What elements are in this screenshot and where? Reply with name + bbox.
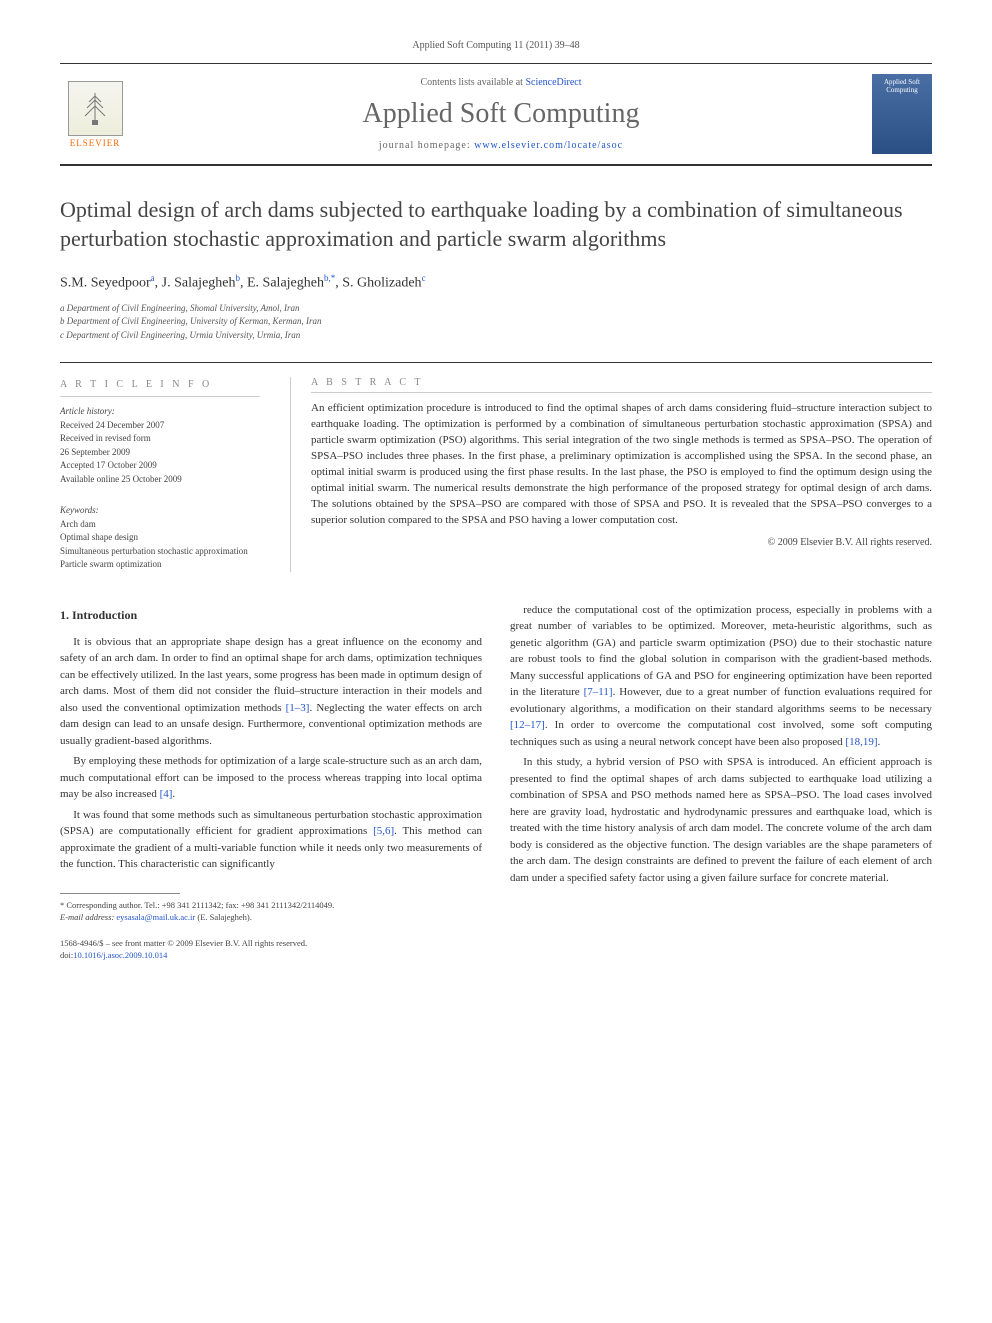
author-list: S.M. Seyedpoora, J. Salajeghehb, E. Sala… bbox=[60, 273, 932, 292]
keyword-2: Optimal shape design bbox=[60, 531, 260, 545]
article-title: Optimal design of arch dams subjected to… bbox=[60, 196, 932, 253]
affiliation-c: c Department of Civil Engineering, Urmia… bbox=[60, 329, 932, 343]
history-online: Available online 25 October 2009 bbox=[60, 473, 260, 487]
journal-name: Applied Soft Computing bbox=[130, 98, 872, 130]
email-line: E-mail address: eysasala@mail.uk.ac.ir (… bbox=[60, 912, 482, 924]
keyword-1: Arch dam bbox=[60, 518, 260, 532]
intro-para-5: In this study, a hybrid version of PSO w… bbox=[510, 754, 932, 886]
elsevier-wordmark: ELSEVIER bbox=[70, 138, 121, 148]
footnote-rule bbox=[60, 893, 180, 894]
contents-list-text: Contents lists available at bbox=[420, 77, 525, 88]
keywords-label: Keywords: bbox=[60, 504, 260, 518]
intro-para-1: It is obvious that an appropriate shape … bbox=[60, 634, 482, 750]
intro-para-4: reduce the computational cost of the opt… bbox=[510, 602, 932, 751]
masthead-center: Contents lists available at ScienceDirec… bbox=[130, 77, 872, 151]
ref-link[interactable]: [4] bbox=[160, 788, 173, 800]
history-label: Article history: bbox=[60, 405, 260, 419]
intro-para-2: By employing these methods for optimizat… bbox=[60, 753, 482, 803]
corresponding-author-note: * Corresponding author. Tel.: +98 341 21… bbox=[60, 900, 482, 912]
email-label: E-mail address: bbox=[60, 912, 116, 922]
footer-issn-line: 1568-4946/$ – see front matter © 2009 El… bbox=[60, 938, 482, 950]
keywords-block: Keywords: Arch dam Optimal shape design … bbox=[60, 504, 260, 572]
sciencedirect-link[interactable]: ScienceDirect bbox=[525, 77, 581, 88]
article-info-heading: A R T I C L E I N F O bbox=[60, 377, 260, 397]
contents-list-line: Contents lists available at ScienceDirec… bbox=[130, 77, 872, 88]
history-revised-date: 26 September 2009 bbox=[60, 446, 260, 460]
ref-link[interactable]: [1–3] bbox=[286, 702, 310, 714]
affiliation-b: b Department of Civil Engineering, Unive… bbox=[60, 315, 932, 329]
masthead: ELSEVIER Contents lists available at Sci… bbox=[60, 63, 932, 166]
abstract-copyright: © 2009 Elsevier B.V. All rights reserved… bbox=[311, 537, 932, 548]
history-accepted: Accepted 17 October 2009 bbox=[60, 459, 260, 473]
cover-thumbnail: Applied Soft Computing bbox=[872, 74, 932, 154]
intro-para-3: It was found that some methods such as s… bbox=[60, 807, 482, 873]
abstract-heading: A B S T R A C T bbox=[311, 377, 932, 393]
footer-doi-line: doi:10.1016/j.asoc.2009.10.014 bbox=[60, 950, 482, 962]
footnote-block: * Corresponding author. Tel.: +98 341 21… bbox=[60, 900, 482, 924]
article-info-column: A R T I C L E I N F O Article history: R… bbox=[60, 377, 260, 572]
ref-link[interactable]: [5,6] bbox=[373, 825, 394, 837]
elsevier-logo: ELSEVIER bbox=[60, 74, 130, 154]
abstract-column: A B S T R A C T An efficient optimizatio… bbox=[290, 377, 932, 572]
history-revised-label: Received in revised form bbox=[60, 432, 260, 446]
homepage-label: journal homepage: bbox=[379, 140, 474, 151]
affiliation-a: a Department of Civil Engineering, Shoma… bbox=[60, 302, 932, 316]
ref-link[interactable]: [12–17] bbox=[510, 719, 545, 731]
tree-icon bbox=[68, 81, 123, 136]
doi-label: doi: bbox=[60, 950, 73, 960]
history-received: Received 24 December 2007 bbox=[60, 419, 260, 433]
keyword-3: Simultaneous perturbation stochastic app… bbox=[60, 545, 260, 559]
page-container: Applied Soft Computing 11 (2011) 39–48 E… bbox=[0, 0, 992, 1001]
homepage-link[interactable]: www.elsevier.com/locate/asoc bbox=[474, 140, 623, 151]
email-link[interactable]: eysasala@mail.uk.ac.ir bbox=[116, 912, 195, 922]
section-1-heading: 1. Introduction bbox=[60, 606, 482, 624]
info-abstract-row: A R T I C L E I N F O Article history: R… bbox=[60, 362, 932, 572]
ref-link[interactable]: [7–11] bbox=[584, 686, 613, 698]
abstract-text: An efficient optimization procedure is i… bbox=[311, 401, 932, 529]
doi-link[interactable]: 10.1016/j.asoc.2009.10.014 bbox=[73, 950, 167, 960]
running-header: Applied Soft Computing 11 (2011) 39–48 bbox=[60, 40, 932, 51]
journal-homepage-line: journal homepage: www.elsevier.com/locat… bbox=[130, 140, 872, 151]
cover-thumb-title: Applied Soft Computing bbox=[876, 78, 928, 94]
body-two-column: 1. Introduction It is obvious that an ap… bbox=[60, 602, 932, 962]
ref-link[interactable]: [18,19] bbox=[845, 736, 877, 748]
affiliation-list: a Department of Civil Engineering, Shoma… bbox=[60, 302, 932, 343]
email-who: (E. Salajegheh). bbox=[195, 912, 252, 922]
keyword-4: Particle swarm optimization bbox=[60, 558, 260, 572]
